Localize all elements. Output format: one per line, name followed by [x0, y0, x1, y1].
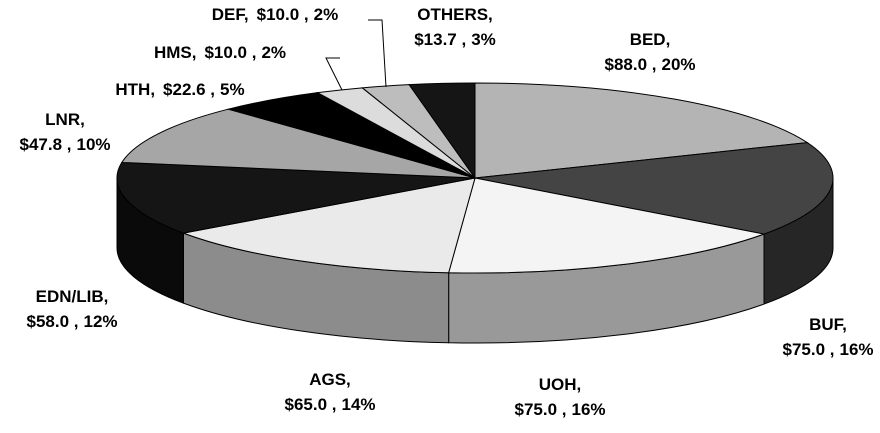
category-label: AGS, — [309, 370, 351, 389]
value-label: $47.8 , — [19, 135, 71, 154]
percent-label: 5% — [220, 80, 245, 99]
pie-slice — [116, 161, 476, 234]
category-label: OTHERS, — [417, 5, 493, 24]
value-label: $10.0 , — [257, 5, 309, 24]
percent-label: 12% — [83, 312, 117, 331]
percent-label: 14% — [341, 395, 375, 414]
category-label: DEF, — [212, 5, 249, 24]
percent-label: 16% — [839, 340, 873, 359]
data-label: UOH, $75.0 , 16% — [514, 375, 605, 419]
data-label: BED, $88.0 , 20% — [604, 30, 695, 74]
data-label: OTHERS, $13.7 , 3% — [414, 5, 496, 49]
value-label: $88.0 , — [604, 55, 656, 74]
value-label: $75.0 , — [782, 340, 834, 359]
value-label: $75.0 , — [514, 400, 566, 419]
data-label: EDN/LIB, $58.0 , 12% — [26, 287, 117, 331]
pie-slice — [120, 108, 476, 179]
percent-label: 2% — [261, 43, 286, 62]
percent-label: 20% — [661, 55, 695, 74]
value-label: $10.0 , — [204, 43, 256, 62]
percent-label: 16% — [571, 400, 605, 419]
leader-line — [325, 57, 343, 91]
pie-slice — [474, 142, 834, 235]
category-label: BUF, — [809, 315, 847, 334]
category-label: LNR, — [45, 110, 85, 129]
percent-label: 3% — [471, 30, 496, 49]
category-label: UOH, — [539, 375, 582, 394]
category-label: EDN/LIB, — [36, 287, 109, 306]
pie-slice — [181, 177, 476, 274]
data-label: HTH, $22.6 , 5% — [115, 80, 244, 99]
data-label: HMS, $10.0 , 2% — [154, 43, 286, 62]
value-label: $13.7 , — [414, 30, 466, 49]
data-label: AGS, $65.0 , 14% — [284, 370, 375, 414]
pie-slice — [448, 177, 766, 274]
category-label: HTH, — [115, 80, 155, 99]
pie-slice — [474, 82, 809, 179]
value-label: $65.0 , — [284, 395, 336, 414]
data-label: LNR, $47.8 , 10% — [19, 110, 110, 154]
data-label: DEF, $10.0 , 2% — [212, 5, 338, 24]
data-label: BUF, $75.0 , 16% — [782, 315, 873, 359]
pie-slice — [408, 82, 476, 180]
pie — [116, 82, 834, 344]
value-label: $58.0 , — [26, 312, 78, 331]
category-label: BED, — [630, 30, 671, 49]
value-label: $22.6 , — [163, 80, 215, 99]
leader-line — [368, 19, 387, 88]
percent-label: 10% — [76, 135, 110, 154]
category-label: HMS, — [154, 43, 197, 62]
percent-label: 2% — [314, 5, 339, 24]
